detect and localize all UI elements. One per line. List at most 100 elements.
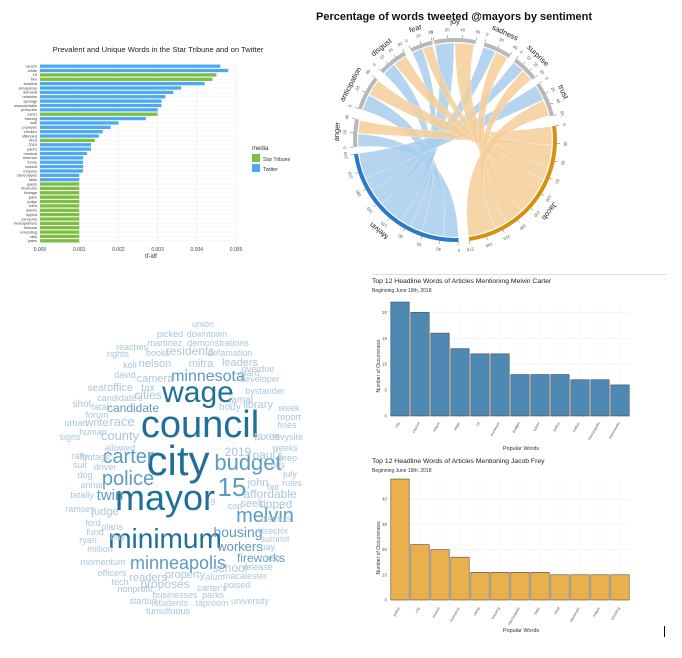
melvin-bar <box>470 353 490 417</box>
cloud-word: plans <box>101 522 123 532</box>
tfidf-y-label: prescribe <box>21 107 37 112</box>
chord-sector-label: joy <box>449 17 460 26</box>
cloud-word: affordable <box>243 487 296 501</box>
jacob-x-label: camp <box>473 607 481 617</box>
chord-tick-label: 10 <box>526 54 533 61</box>
cloud-word: county <box>101 428 140 443</box>
jacob-subtitle: Beginning June 19th, 2018 <box>372 468 432 474</box>
tfidf-y-label: melvin <box>26 208 37 213</box>
cloud-word: camera <box>137 373 175 385</box>
chord-tick-label: 270 <box>466 246 474 252</box>
tfidf-y-label: funyuns <box>23 168 37 173</box>
tfidf-y-label: derogatory <box>18 85 37 90</box>
cloud-word: parks <box>202 590 225 600</box>
cloud-word: fireworks <box>237 551 285 565</box>
chord-tick-label: 90 <box>397 233 404 240</box>
tfidf-bar <box>40 73 217 77</box>
cloud-word: minimum <box>108 523 222 554</box>
tfidf-y-label: stereotypes <box>17 173 37 178</box>
cloud-word: picked <box>157 329 183 339</box>
chord-tick-label: 0 <box>544 76 550 81</box>
chord-tick-label: 40 <box>344 114 350 120</box>
chord-tick-label: 0 <box>404 38 409 44</box>
chord-tick-label: 240 <box>484 242 493 249</box>
tfidf-bar <box>40 147 91 151</box>
melvin-bar <box>450 348 470 417</box>
cloud-word: wage <box>161 376 234 409</box>
cloud-word: july <box>282 469 297 479</box>
tfidf-y-label: popeyes <box>22 125 37 130</box>
chord-tick-label: 0 <box>562 123 567 127</box>
tfidf-y-label: white <box>28 68 37 73</box>
tfidf-y-label: timicala <box>24 225 38 230</box>
chord-tick-label: 30 <box>435 246 441 252</box>
chord-title: Percentage of words tweeted @mayors by s… <box>316 11 592 23</box>
tfidf-y-label: 2019 <box>28 142 37 147</box>
tfidf-y-label: 15 <box>33 72 37 77</box>
cloud-word: tipped <box>260 497 293 511</box>
cloud-word: forum <box>85 410 108 420</box>
chord-sector-disgust <box>380 51 406 74</box>
jacob-title: Top 12 Headline Words of Articles Mentio… <box>372 458 545 465</box>
tfidf-y-label: judge <box>26 199 37 204</box>
tfidf-y-label: tipped <box>26 212 37 217</box>
cloud-word: students <box>154 598 189 608</box>
cloud-word: candidate's <box>97 393 143 403</box>
tfidf-y-label: blaving <box>25 116 37 121</box>
tfidf-y-label: demand <box>23 90 37 95</box>
jacob-bar <box>450 556 470 601</box>
cloud-word: annan <box>80 480 105 490</box>
tfidf-bar <box>40 204 80 208</box>
jacob-x-label: minneapolis <box>507 606 521 626</box>
jacob-bar <box>490 572 510 601</box>
cloud-word: levysite <box>273 432 303 442</box>
chord-tick-label: 0 <box>485 32 489 38</box>
tfidf-y-label: fireworks <box>21 186 37 191</box>
tfidf-y-label: yates <box>28 238 37 243</box>
tfidf-bar <box>40 182 80 186</box>
cloud-word: macalester <box>223 571 267 581</box>
tfidf-bar <box>40 103 162 108</box>
cloud-word: dog <box>77 470 92 480</box>
cloud-word: report <box>277 412 301 422</box>
cloud-word: ryan <box>79 535 97 545</box>
melvin-y-tick: 5 <box>384 388 387 393</box>
cloud-word: ramsey <box>65 504 95 514</box>
chord-sector-label: sadness <box>491 23 520 43</box>
jacob-y-tick: 40 <box>382 497 388 502</box>
cloud-word: rally <box>72 451 89 461</box>
tfidf-bar <box>40 77 213 81</box>
tfidf-y-label: rally <box>30 234 37 239</box>
tfidf-bar <box>40 86 182 90</box>
jacob-bar <box>530 572 550 601</box>
chord-tick-label: 20 <box>427 29 433 35</box>
melvin-x-label: melvin <box>572 422 581 434</box>
tfidf-bar <box>40 108 158 112</box>
cloud-word: body <box>219 402 241 413</box>
melvin-y-tick: 10 <box>382 362 388 367</box>
chord-tick-label: 180 <box>354 189 362 198</box>
melvin-x-label: council <box>411 421 420 433</box>
cloud-word: judge <box>91 506 119 518</box>
cloud-word: residents <box>166 344 215 358</box>
chord-sector-sadness <box>483 42 511 58</box>
melvin-subtitle: Beginning June 19th, 2018 <box>372 288 432 294</box>
melvin-bar <box>570 379 590 417</box>
chord-tick-label: 20 <box>387 46 394 53</box>
tfidf-bar <box>40 226 80 230</box>
tfidf-bar <box>40 164 84 169</box>
cloud-word: david <box>114 370 136 380</box>
tfidf-bar <box>40 151 88 156</box>
tfidf-bar <box>40 230 80 234</box>
tfidf-y-label: five <box>31 77 37 82</box>
cloud-word: suit <box>73 460 88 470</box>
chord-tick-label: 30 <box>396 41 403 48</box>
tfidf-y-label: fired <box>29 138 37 143</box>
chord-sector-label: fear <box>408 22 424 35</box>
tfidf-legend: media Star Tribune Twitter <box>252 146 290 173</box>
jacob-y-tick: 20 <box>382 547 388 552</box>
cloud-word: reaches <box>116 342 149 352</box>
melvin-bar <box>610 384 630 417</box>
jacob-y-tick: 30 <box>382 522 388 527</box>
chord-tick-label: 0 <box>519 49 524 55</box>
